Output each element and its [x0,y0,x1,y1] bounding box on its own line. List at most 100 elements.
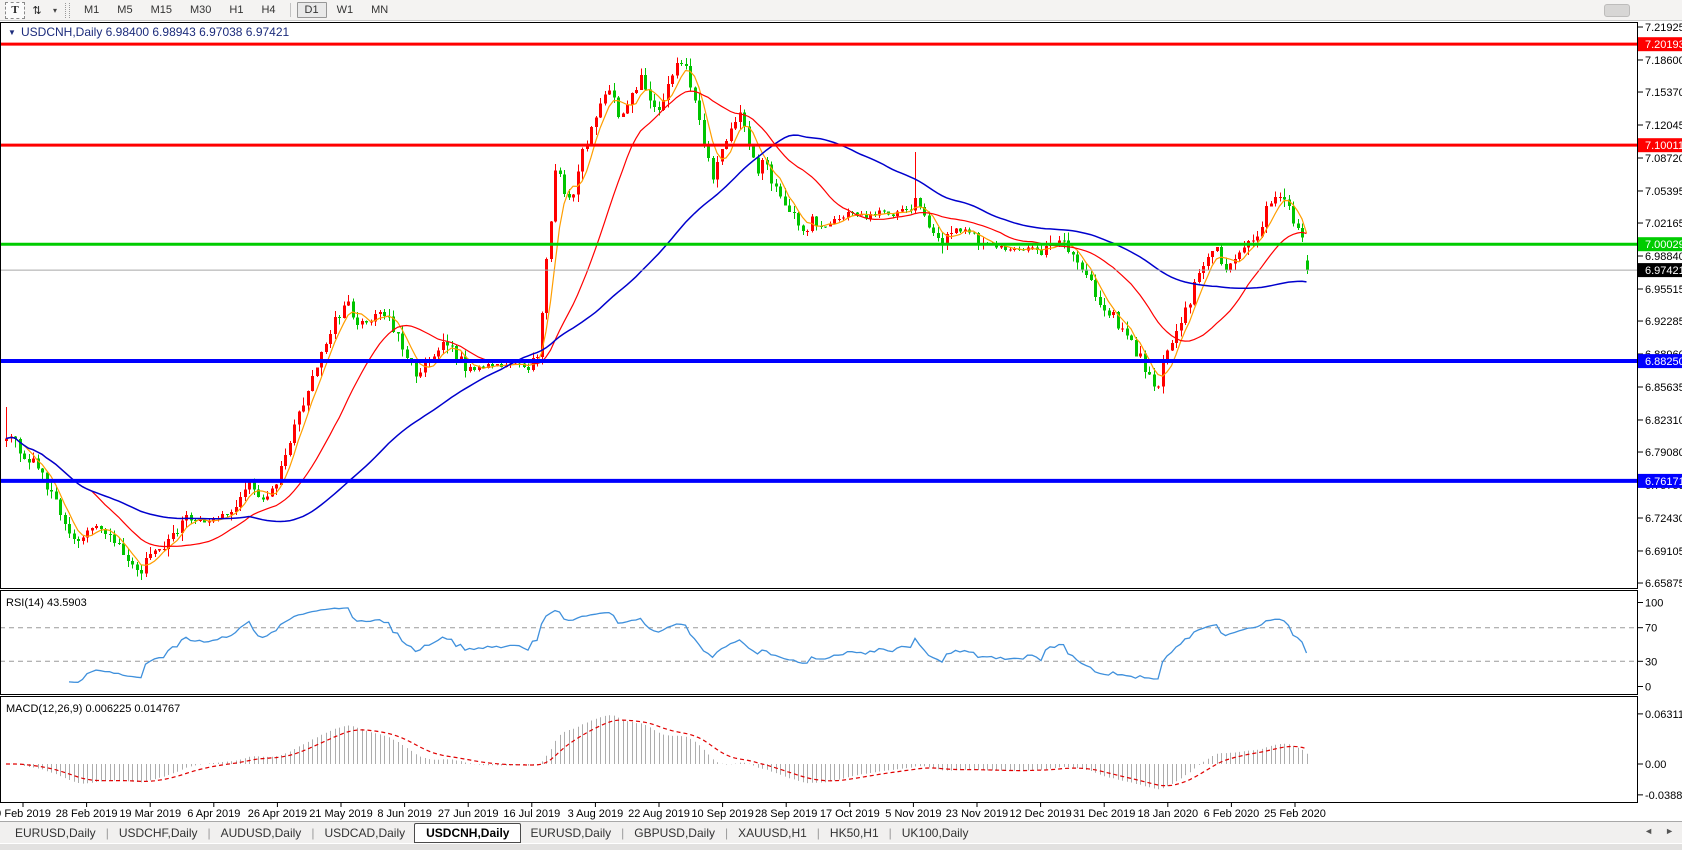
date-tick-label: 3 Aug 2019 [568,808,624,820]
svg-text:7.00029: 7.00029 [1645,239,1682,251]
date-tick-label: 28 Sep 2019 [755,808,817,820]
price-badge [1638,138,1682,153]
price-tick-label: 6.65875 [1645,578,1682,590]
tab-scroll-right-icon[interactable]: ► [1665,826,1674,836]
chart-tab-eurusd-daily[interactable]: EURUSD,Daily [530,825,612,840]
date-tick-label: 27 Jun 2019 [438,808,499,820]
chart-tab-audusd-daily[interactable]: AUDUSD,Daily [220,825,302,840]
chart-tabs-bar: EURUSD,Daily | USDCHF,Daily | AUDUSD,Daily | U… [0,821,1682,843]
status-bar [0,843,1682,850]
price-axis: 7.21925 7.18600 7.15370 7.12045 7.08720 7.053… [1638,22,1682,802]
tab-separator: | [816,825,820,840]
tab-scroll-left-icon[interactable]: ◄ [1644,826,1654,836]
price-badge [1638,237,1682,252]
price-tick-label: 7.15370 [1645,87,1682,99]
svg-text:6.97421: 6.97421 [1645,265,1682,277]
price-tick-label: 7.18600 [1645,55,1682,67]
chart-style-dropdown[interactable]: ▾ [49,2,61,19]
tab-separator: | [724,825,729,840]
date-tick-label: 22 Aug 2019 [628,808,690,820]
text-tool-button[interactable]: T [5,1,25,19]
chart-tab-gbpusd-daily[interactable]: GBPUSD,Daily [634,825,715,840]
price-tick-label: 7.05395 [1645,186,1682,198]
chart-tab-xauusd-h1[interactable]: XAUUSD,H1 [738,825,807,840]
tab-separator: | [105,825,109,840]
date-tick-label: 6 Feb 2020 [1204,808,1260,820]
price-tick-label: 6.98840 [1645,251,1682,263]
date-tick-label: 9 Feb 2019 [0,808,51,820]
macd-signal-line [6,719,1307,787]
macd-tick-label: -0.038872 [1645,790,1682,802]
macd-tick-label: 0.063113 [1645,709,1682,721]
timeframe-button-h4[interactable]: H4 [253,2,283,18]
chart-tab-usdcad-daily[interactable]: USDCAD,Daily [324,825,406,840]
chart-tab-eurusd-daily[interactable]: EURUSD,Daily [15,825,96,840]
rsi-tick-label: 30 [1645,656,1657,668]
timeframe-button-d1[interactable]: D1 [296,2,327,18]
panel-borders [0,22,1638,803]
price-badge [1638,473,1682,488]
chart-header-ohlc: USDCNH,Daily 6.98400 6.98943 6.97038 6.9… [21,25,290,39]
chart-tab-uk100-daily[interactable]: UK100,Daily [901,825,969,840]
date-tick-label: 17 Oct 2019 [820,808,880,820]
macd-panel[interactable] [6,715,1308,790]
ma-line-slow [5,134,1307,523]
price-tick-label: 7.08720 [1645,153,1682,165]
chart-tab-usdcnh-daily[interactable]: USDCNH,Daily [414,822,522,843]
svg-text:6.88250: 6.88250 [1645,356,1682,368]
price-tick-label: 6.82310 [1645,415,1682,427]
price-badge [1638,37,1682,52]
rsi-panel[interactable] [0,607,1637,683]
timeframe-button-m5[interactable]: M5 [109,2,140,18]
chart-tab-hk50-h1[interactable]: HK50,H1 [829,825,879,840]
price-tick-label: 6.69105 [1645,546,1682,558]
main-chart-panel[interactable] [0,42,1637,580]
rsi-tick-label: 0 [1645,682,1651,694]
date-tick-label: 8 Jun 2019 [377,808,431,820]
timeframe-button-h1[interactable]: H1 [221,2,251,18]
date-tick-label: 19 Mar 2019 [119,808,181,820]
tab-scroll-controls: ◄ ► [1644,826,1674,836]
timeframe-button-m30[interactable]: M30 [182,2,219,18]
price-tick-label: 6.72430 [1645,513,1682,525]
toolbar-grip[interactable] [65,2,70,18]
tab-separator: | [621,825,625,840]
timeframe-button-w1[interactable]: W1 [329,2,362,18]
svg-text:7.20193: 7.20193 [1645,39,1682,51]
date-tick-label: 5 Nov 2019 [885,808,941,820]
date-tick-label: 6 Apr 2019 [187,808,240,820]
price-tick-label: 6.95515 [1645,284,1682,296]
timeframe-button-mn[interactable]: MN [363,2,396,18]
ma-line-medium [5,90,1307,548]
svg-text:7.10011: 7.10011 [1645,140,1682,152]
chart-style-button[interactable]: ⇅ [27,2,47,19]
toolbar-separator [289,3,291,17]
timeframe-button-m1[interactable]: M1 [76,2,107,18]
svg-text:6.76171: 6.76171 [1645,476,1682,488]
price-tick-label: 6.92285 [1645,316,1682,328]
date-tick-label: 12 Dec 2019 [1009,808,1071,820]
collapse-arrow-icon[interactable]: ▼ [8,28,16,37]
tab-separator: | [311,825,315,840]
price-tick-label: 6.85635 [1645,382,1682,394]
price-badge [1638,263,1682,278]
timeframe-button-m15[interactable]: M15 [143,2,180,18]
chart-canvas[interactable]: ▼ USDCNH,Daily 6.98400 6.98943 6.97038 6… [0,0,1682,821]
rsi-tick-label: 70 [1645,623,1657,635]
price-tick-label: 7.12045 [1645,120,1682,132]
chart-tab-usdchf-daily[interactable]: USDCHF,Daily [118,825,198,840]
rsi-label: RSI(14) 43.5903 [6,597,87,609]
rsi-line [68,607,1308,683]
date-tick-label: 28 Feb 2019 [56,808,118,820]
price-tick-label: 6.79080 [1645,447,1682,459]
date-tick-label: 25 Feb 2020 [1264,808,1326,820]
tab-separator: | [207,825,211,840]
date-tick-label: 31 Dec 2019 [1073,808,1135,820]
chart-tabs: EURUSD,Daily | USDCHF,Daily | AUDUSD,Daily | U… [6,822,977,843]
price-tick-label: 7.02165 [1645,218,1682,230]
rsi-tick-label: 100 [1645,598,1663,610]
price-tick-label: 7.21925 [1645,22,1682,34]
chart-toolbar: T ⇅ ▾ M1 M5 M15 M30 H1 H4 D1 W1 MN [0,0,1682,21]
toolbar-scroll-handle[interactable] [1604,4,1630,17]
